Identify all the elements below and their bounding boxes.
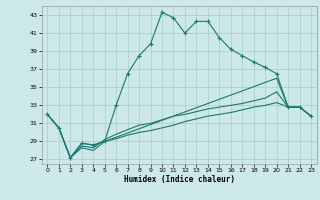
X-axis label: Humidex (Indice chaleur): Humidex (Indice chaleur) [124,175,235,184]
